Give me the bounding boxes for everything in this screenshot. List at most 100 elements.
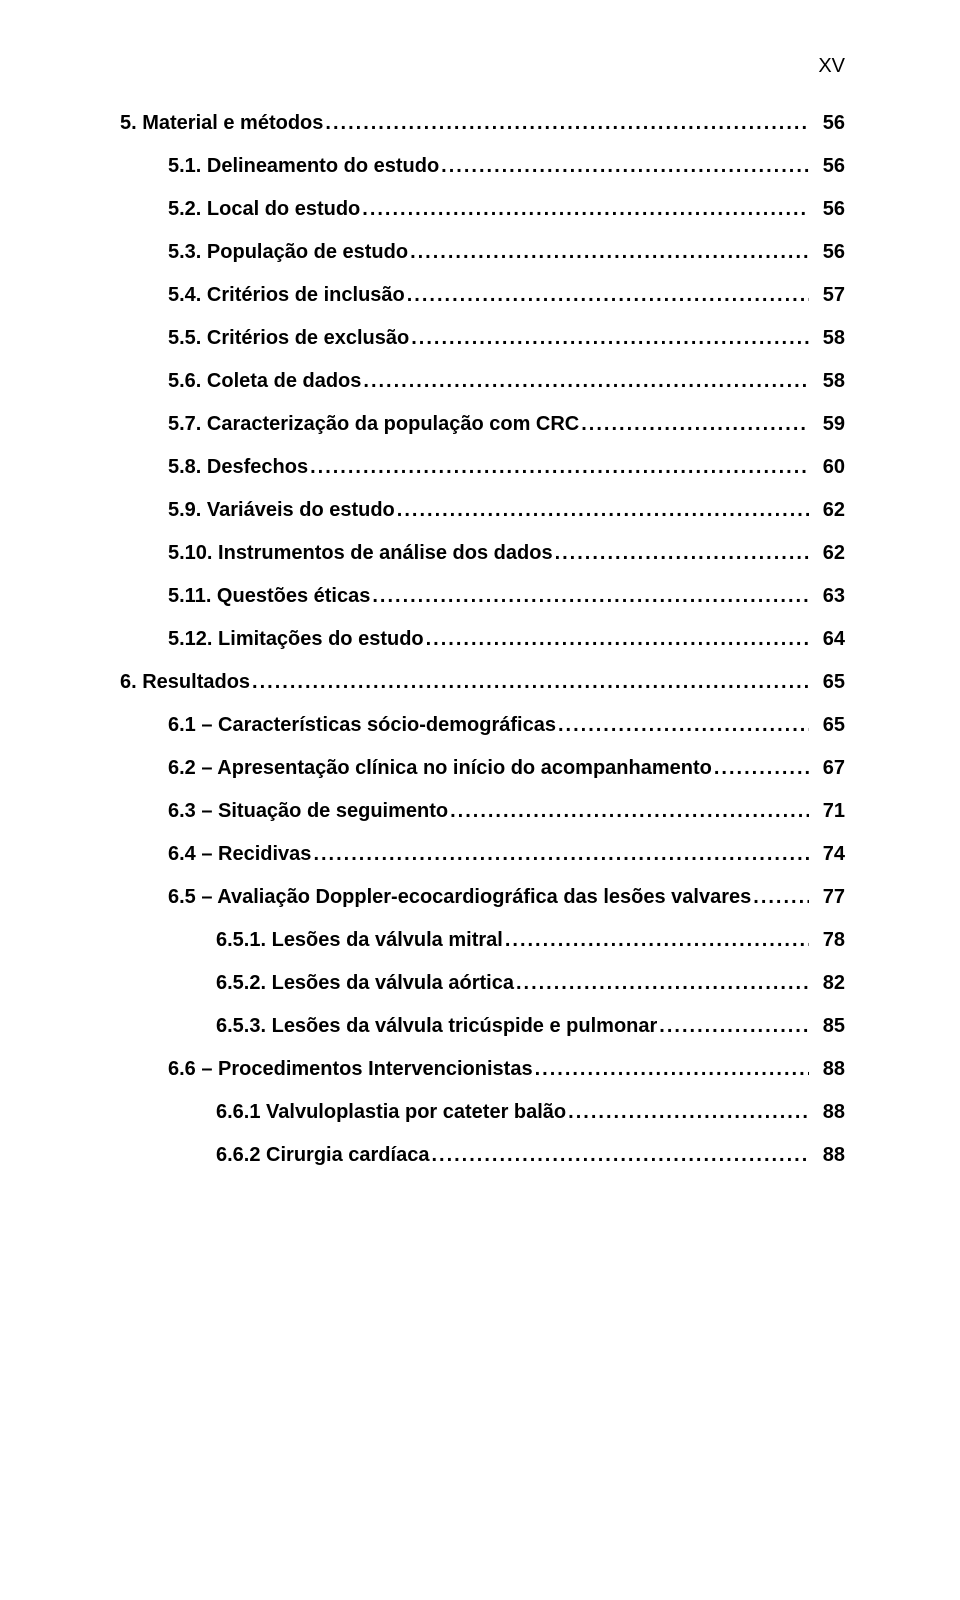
table-of-contents: 5. Material e métodos565.1. Delineamento… <box>120 113 845 1165</box>
toc-entry-page: 64 <box>811 629 845 649</box>
toc-leader-dots <box>407 285 809 305</box>
toc-row: 5.9. Variáveis do estudo 62 <box>120 500 845 520</box>
toc-leader-dots <box>410 242 809 262</box>
toc-entry-label: 6.3 – Situação de seguimento <box>168 801 448 821</box>
toc-row: 5.2. Local do estudo 56 <box>120 199 845 219</box>
toc-entry-label: 5.10. Instrumentos de análise dos dados <box>168 543 553 563</box>
toc-entry-page: 88 <box>811 1145 845 1165</box>
toc-entry-page: 65 <box>811 715 845 735</box>
toc-row: 6. Resultados 65 <box>120 672 845 692</box>
toc-row: 5.4. Critérios de inclusão 57 <box>120 285 845 305</box>
toc-entry-page: 65 <box>811 672 845 692</box>
toc-row: 5.6. Coleta de dados 58 <box>120 371 845 391</box>
toc-row: 5. Material e métodos 56 <box>120 113 845 133</box>
toc-leader-dots <box>753 887 809 907</box>
toc-entry-page: 56 <box>811 242 845 262</box>
toc-row: 6.6 – Procedimentos Intervencionistas 88 <box>120 1059 845 1079</box>
toc-entry-page: 58 <box>811 371 845 391</box>
toc-entry-label: 6.5.3. Lesões da válvula tricúspide e pu… <box>216 1016 657 1036</box>
toc-leader-dots <box>372 586 809 606</box>
toc-leader-dots <box>426 629 809 649</box>
toc-entry-page: 82 <box>811 973 845 993</box>
toc-entry-label: 6.6 – Procedimentos Intervencionistas <box>168 1059 533 1079</box>
toc-entry-page: 67 <box>811 758 845 778</box>
toc-entry-label: 6.6.1 Valvuloplastia por cateter balão <box>216 1102 566 1122</box>
toc-row: 6.5 – Avaliação Doppler-ecocardiográfica… <box>120 887 845 907</box>
toc-entry-page: 74 <box>811 844 845 864</box>
toc-row: 6.5.2. Lesões da válvula aórtica 82 <box>120 973 845 993</box>
toc-leader-dots <box>659 1016 809 1036</box>
toc-row: 6.6.1 Valvuloplastia por cateter balão 88 <box>120 1102 845 1122</box>
toc-leader-dots <box>441 156 809 176</box>
toc-entry-page: 59 <box>811 414 845 434</box>
toc-leader-dots <box>450 801 809 821</box>
toc-leader-dots <box>397 500 809 520</box>
toc-leader-dots <box>535 1059 809 1079</box>
toc-entry-label: 6.5.1. Lesões da válvula mitral <box>216 930 503 950</box>
toc-entry-label: 5. Material e métodos <box>120 113 323 133</box>
toc-row: 6.5.3. Lesões da válvula tricúspide e pu… <box>120 1016 845 1036</box>
toc-leader-dots <box>714 758 809 778</box>
toc-entry-label: 5.3. População de estudo <box>168 242 408 262</box>
toc-entry-page: 57 <box>811 285 845 305</box>
toc-row: 6.6.2 Cirurgia cardíaca 88 <box>120 1145 845 1165</box>
toc-row: 6.5.1. Lesões da válvula mitral 78 <box>120 930 845 950</box>
toc-entry-label: 5.1. Delineamento do estudo <box>168 156 439 176</box>
toc-leader-dots <box>581 414 809 434</box>
toc-entry-page: 62 <box>811 500 845 520</box>
toc-row: 5.11. Questões éticas 63 <box>120 586 845 606</box>
toc-row: 5.1. Delineamento do estudo 56 <box>120 156 845 176</box>
toc-entry-page: 60 <box>811 457 845 477</box>
toc-entry-page: 88 <box>811 1059 845 1079</box>
page-number: XV <box>120 55 845 78</box>
toc-leader-dots <box>568 1102 809 1122</box>
toc-leader-dots <box>516 973 809 993</box>
toc-entry-label: 6.2 – Apresentação clínica no início do … <box>168 758 712 778</box>
toc-entry-label: 5.5. Critérios de exclusão <box>168 328 409 348</box>
toc-entry-page: 85 <box>811 1016 845 1036</box>
toc-entry-page: 56 <box>811 113 845 133</box>
toc-entry-page: 56 <box>811 156 845 176</box>
toc-entry-page: 56 <box>811 199 845 219</box>
toc-entry-label: 6.5.2. Lesões da válvula aórtica <box>216 973 514 993</box>
toc-entry-page: 88 <box>811 1102 845 1122</box>
toc-entry-page: 78 <box>811 930 845 950</box>
toc-leader-dots <box>431 1145 809 1165</box>
toc-leader-dots <box>555 543 809 563</box>
toc-entry-label: 5.4. Critérios de inclusão <box>168 285 405 305</box>
toc-leader-dots <box>362 199 809 219</box>
toc-entry-page: 63 <box>811 586 845 606</box>
toc-row: 5.8. Desfechos60 <box>120 457 845 477</box>
toc-entry-page: 77 <box>811 887 845 907</box>
toc-row: 5.12. Limitações do estudo 64 <box>120 629 845 649</box>
toc-row: 6.2 – Apresentação clínica no início do … <box>120 758 845 778</box>
toc-entry-label: 5.9. Variáveis do estudo <box>168 500 395 520</box>
toc-leader-dots <box>252 672 809 692</box>
toc-entry-label: 6.6.2 Cirurgia cardíaca <box>216 1145 429 1165</box>
toc-row: 5.3. População de estudo 56 <box>120 242 845 262</box>
toc-entry-page: 71 <box>811 801 845 821</box>
toc-row: 6.3 – Situação de seguimento 71 <box>120 801 845 821</box>
toc-leader-dots <box>558 715 809 735</box>
toc-entry-label: 5.7. Caracterização da população com CRC <box>168 414 579 434</box>
toc-row: 5.5. Critérios de exclusão 58 <box>120 328 845 348</box>
toc-row: 5.10. Instrumentos de análise dos dados6… <box>120 543 845 563</box>
toc-entry-label: 6.5 – Avaliação Doppler-ecocardiográfica… <box>168 887 751 907</box>
toc-row: 6.4 – Recidivas 74 <box>120 844 845 864</box>
toc-row: 6.1 – Características sócio-demográficas… <box>120 715 845 735</box>
toc-leader-dots <box>363 371 809 391</box>
toc-entry-label: 6.4 – Recidivas <box>168 844 311 864</box>
toc-entry-label: 5.2. Local do estudo <box>168 199 360 219</box>
toc-entry-label: 5.12. Limitações do estudo <box>168 629 424 649</box>
toc-leader-dots <box>325 113 809 133</box>
toc-entry-label: 5.11. Questões éticas <box>168 586 370 606</box>
toc-entry-label: 5.6. Coleta de dados <box>168 371 361 391</box>
toc-leader-dots <box>411 328 809 348</box>
toc-entry-label: 6. Resultados <box>120 672 250 692</box>
toc-leader-dots <box>313 844 809 864</box>
toc-entry-label: 6.1 – Características sócio-demográficas <box>168 715 556 735</box>
toc-entry-page: 58 <box>811 328 845 348</box>
toc-leader-dots <box>310 457 809 477</box>
toc-row: 5.7. Caracterização da população com CRC… <box>120 414 845 434</box>
toc-leader-dots <box>505 930 809 950</box>
